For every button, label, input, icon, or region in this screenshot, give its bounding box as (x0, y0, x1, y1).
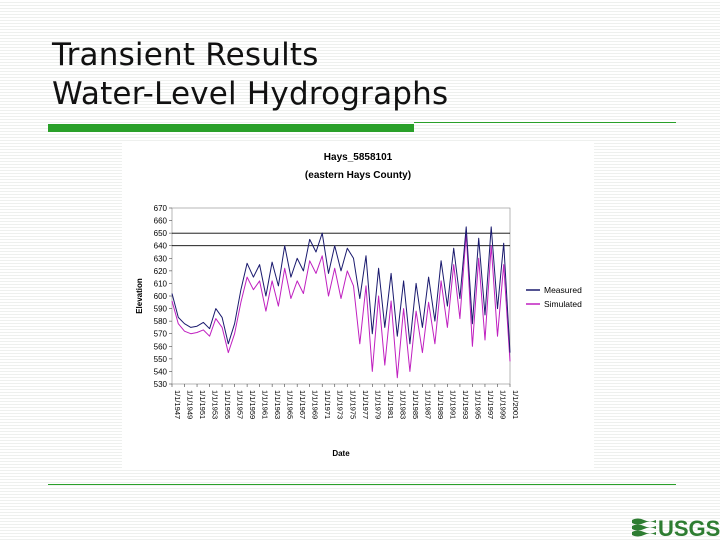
y-axis-label: Elevation (135, 278, 144, 314)
x-tick-label: 1/1/1959 (248, 390, 257, 419)
y-tick-label: 630 (154, 254, 168, 263)
y-tick-label: 570 (154, 330, 168, 339)
y-tick-label: 650 (154, 229, 168, 238)
title-underline-thin (414, 122, 676, 123)
x-tick-label: 1/1/1957 (236, 390, 245, 419)
x-tick-label: 1/1/1951 (198, 390, 207, 419)
x-tick-label: 1/1/1947 (173, 390, 182, 419)
y-tick-label: 670 (154, 204, 168, 213)
hydrograph-chart: Hays_5858101 (eastern Hays County) 530 540 5… (122, 142, 594, 470)
y-tick-label: 620 (154, 267, 168, 276)
x-tick-label: 1/1/1961 (261, 390, 270, 419)
x-tick-label: 1/1/1973 (336, 390, 345, 419)
y-tick-label: 590 (154, 305, 168, 314)
x-tick-label: 1/1/1997 (486, 390, 495, 419)
x-tick-label: 1/1/1995 (473, 390, 482, 419)
x-tick-label: 1/1/1967 (298, 390, 307, 419)
x-tick-label: 1/1/1983 (398, 390, 407, 419)
footer-rule (48, 484, 676, 485)
x-tick-label: 1/1/1953 (211, 390, 220, 419)
title-underline-thick (48, 124, 414, 132)
x-tick-label: 1/1/1979 (373, 390, 382, 419)
usgs-logo: USGS (632, 516, 720, 540)
x-tick-label: 1/1/1985 (411, 390, 420, 419)
y-tick-label: 660 (154, 217, 168, 226)
x-tick-label: 1/1/1989 (436, 390, 445, 419)
x-tick-label: 1/1/1963 (273, 390, 282, 419)
x-tick-label: 1/1/1991 (448, 390, 457, 419)
x-tick-label: 1/1/1969 (311, 390, 320, 419)
x-tick-label: 1/1/1975 (348, 390, 357, 419)
y-tick-label: 580 (154, 317, 168, 326)
y-tick-label: 540 (154, 367, 168, 376)
y-tick-label: 610 (154, 279, 168, 288)
y-tick-label: 550 (154, 355, 168, 364)
x-axis-label: Date (332, 449, 350, 458)
series-line-measured (171, 226, 511, 353)
usgs-logo-text: USGS (658, 516, 720, 540)
x-tick-label: 1/1/1955 (223, 390, 232, 419)
y-tick-label: 600 (154, 292, 168, 301)
x-tick-label: 1/1/2001 (511, 390, 520, 419)
series-line-simulated (171, 232, 511, 379)
x-tick-label: 1/1/1981 (386, 390, 395, 419)
slide-title-line-1: Transient Results (52, 37, 319, 73)
x-tick-label: 1/1/1971 (323, 390, 332, 419)
chart-subtitle: (eastern Hays County) (305, 170, 411, 181)
slide-title-line-2: Water-Level Hydrographs (52, 76, 449, 112)
slide-title: Transient Results Water-Level Hydrograph… (52, 36, 448, 114)
x-tick-label: 1/1/1987 (423, 390, 432, 419)
y-tick-label: 640 (154, 242, 168, 251)
x-tick-label: 1/1/1999 (498, 390, 507, 419)
chart-canvas: Hays_5858101 (eastern Hays County) 530 540 5… (135, 152, 582, 458)
legend-label-simulated: Simulated (544, 299, 582, 309)
x-tick-label: 1/1/1949 (186, 390, 195, 419)
x-tick-label: 1/1/1993 (461, 390, 470, 419)
x-tick-label: 1/1/1977 (361, 390, 370, 419)
legend-label-measured: Measured (544, 285, 582, 295)
chart-title: Hays_5858101 (324, 152, 393, 163)
y-tick-label: 560 (154, 342, 168, 351)
y-tick-label: 530 (154, 380, 168, 389)
usgs-wave-icon (632, 518, 656, 537)
x-tick-label: 1/1/1965 (286, 390, 295, 419)
